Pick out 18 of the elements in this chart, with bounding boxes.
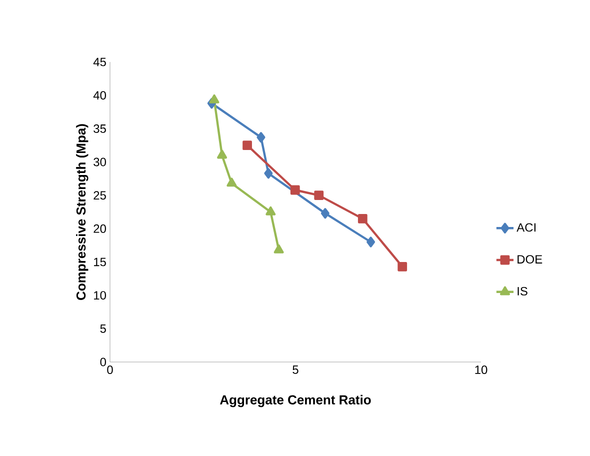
- legend-label: ACI: [516, 223, 536, 232]
- legend-label: IS: [518, 286, 528, 296]
- y-tick-label: 5: [100, 324, 106, 333]
- y-tick-label: 40: [93, 91, 106, 100]
- y-tick-label: 0: [100, 358, 106, 366]
- y-tick-label: 30: [94, 158, 106, 166]
- legend-label: DOE: [518, 255, 542, 264]
- x-tick-label: 5: [292, 366, 298, 374]
- y-axis-title: Compressive Strength (Mpa): [76, 124, 88, 300]
- y-tick-label: 10: [94, 291, 106, 300]
- x-tick-label: 0: [107, 366, 113, 374]
- y-tick-label: 20: [94, 224, 106, 233]
- y-tick-label: 15: [94, 258, 106, 266]
- y-tick-label: 45: [93, 58, 106, 66]
- y-tick-label: 25: [94, 191, 106, 200]
- x-axis-title: Aggregate Cement Ratio: [220, 394, 371, 408]
- x-tick-label: 10: [475, 366, 488, 374]
- y-tick-label: 35: [94, 124, 106, 133]
